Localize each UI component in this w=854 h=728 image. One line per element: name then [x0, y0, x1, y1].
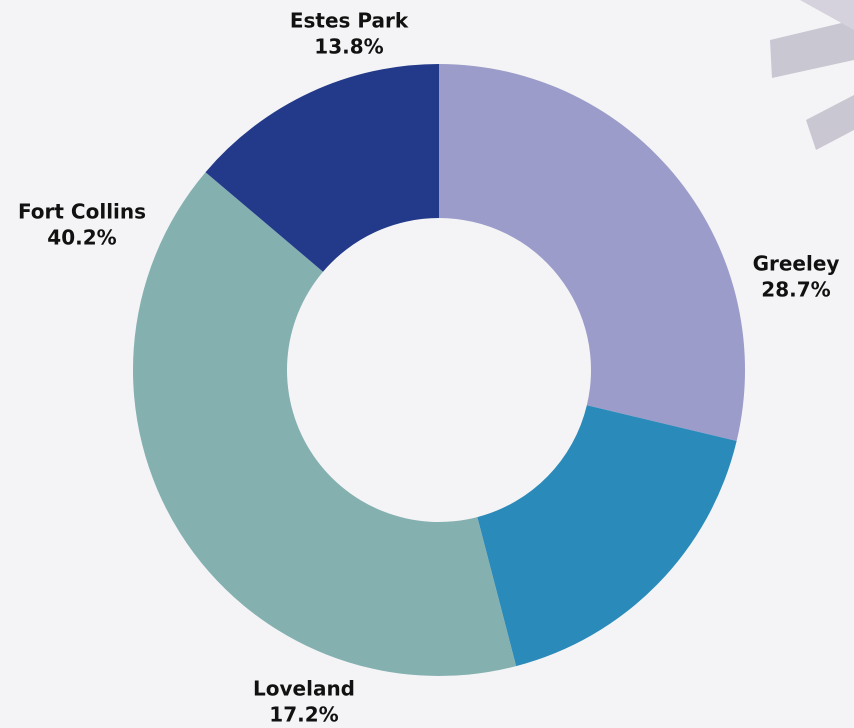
- donut-slice: [477, 405, 737, 667]
- slice-label: Loveland: [253, 677, 355, 701]
- donut-slice: [439, 64, 745, 442]
- slice-value-label: 40.2%: [47, 226, 116, 250]
- slice-label: Estes Park: [290, 9, 409, 33]
- decoration: [770, 0, 854, 150]
- donut-slice: [132, 172, 517, 677]
- slice-label: Fort Collins: [18, 200, 146, 224]
- slice-label: Greeley: [753, 252, 840, 276]
- slice-value-label: 28.7%: [761, 278, 830, 302]
- donut-slice: [205, 64, 439, 272]
- slice-value-label: 13.8%: [314, 35, 383, 59]
- slice-value-label: 17.2%: [269, 703, 338, 725]
